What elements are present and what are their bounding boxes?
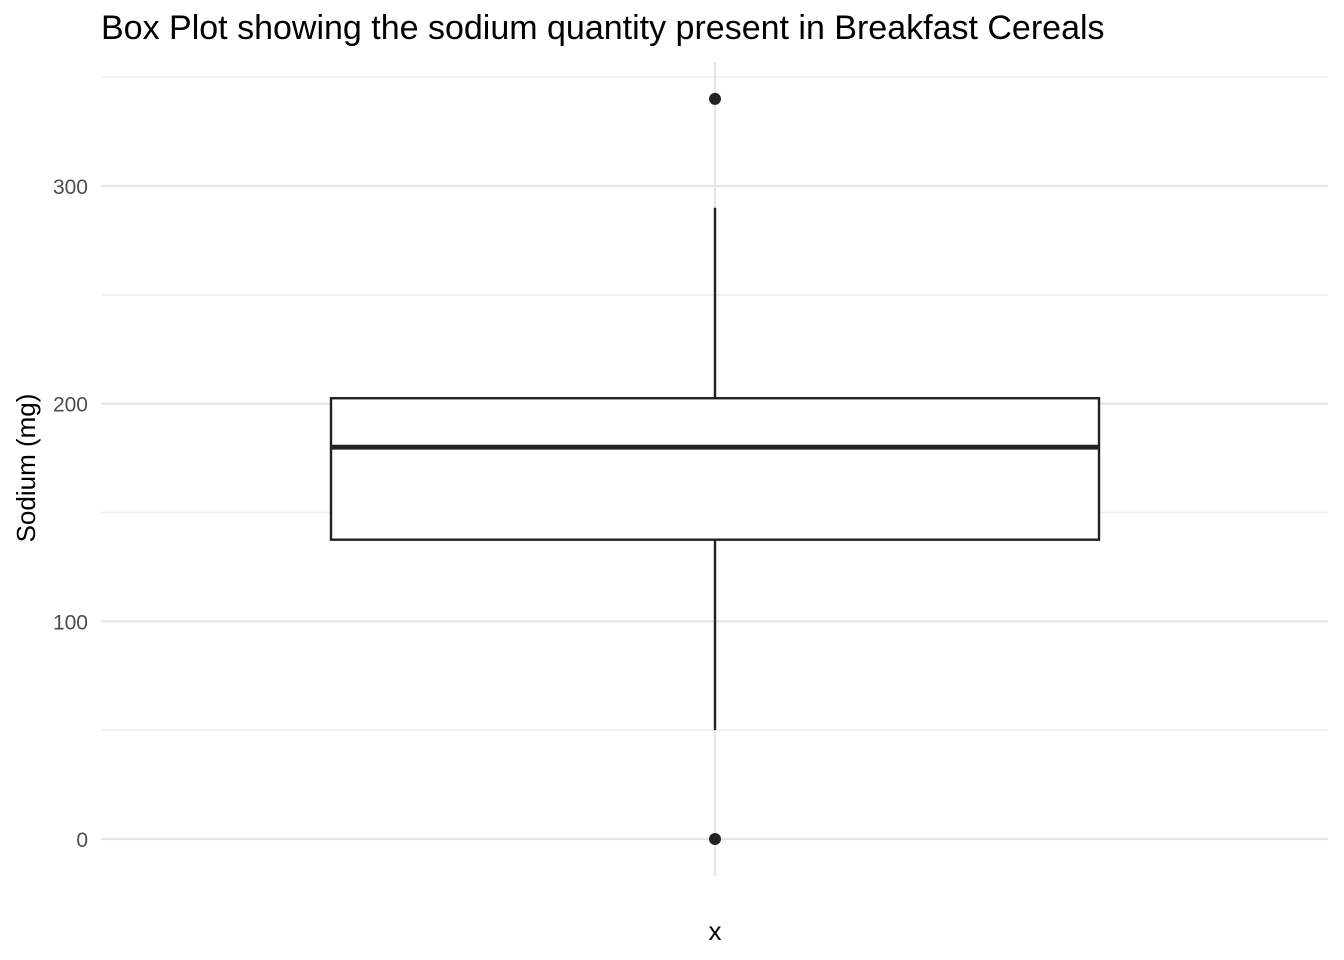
y-tick-label: 0 bbox=[76, 829, 88, 852]
y-tick-label: 100 bbox=[53, 611, 88, 634]
x-axis-title: x bbox=[709, 916, 722, 946]
iqr-box bbox=[329, 397, 1101, 541]
y-tick-label: 200 bbox=[53, 394, 88, 417]
y-axis-ticks: 0 100 200 300 bbox=[53, 176, 88, 852]
y-axis-title: Sodium (mg) bbox=[11, 394, 41, 543]
outlier-point bbox=[709, 833, 721, 845]
y-tick-label: 300 bbox=[53, 176, 88, 199]
outlier-point bbox=[709, 92, 721, 105]
chart-title: Box Plot showing the sodium quantity pre… bbox=[101, 9, 1105, 47]
box-plot-layer bbox=[329, 92, 1101, 845]
